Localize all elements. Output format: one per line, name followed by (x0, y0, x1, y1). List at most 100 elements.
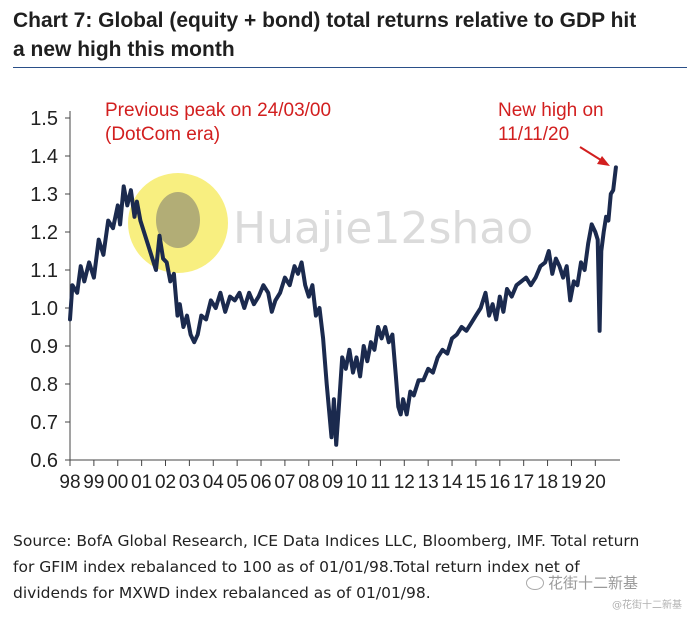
data-point (327, 409, 331, 413)
data-point (593, 230, 597, 234)
data-point (354, 355, 359, 359)
series-group (68, 165, 618, 447)
x-tick-label: 18 (537, 472, 558, 493)
data-point (325, 382, 329, 386)
data-point (408, 390, 412, 394)
data-point (252, 302, 256, 306)
data-point (583, 268, 587, 272)
data-point (214, 306, 218, 310)
data-point (498, 295, 502, 299)
data-point (575, 283, 580, 287)
data-point (579, 260, 583, 264)
data-point (431, 371, 435, 375)
x-tick-label: 15 (465, 472, 486, 493)
data-point (278, 291, 282, 295)
data-point (372, 348, 376, 352)
y-tick-label: 1.0 (30, 298, 58, 320)
data-point (524, 276, 528, 280)
data-point (426, 367, 430, 371)
data-point (505, 287, 509, 291)
data-point (510, 295, 514, 299)
data-point (288, 283, 292, 287)
annotation-arrow-head (597, 156, 610, 166)
x-tick-label: 12 (394, 472, 415, 493)
x-tick-label: 16 (489, 472, 510, 493)
data-point (337, 409, 341, 413)
wechat-icon (526, 576, 544, 590)
data-point (602, 230, 606, 234)
annotation-new-high-line-1: New high on (498, 100, 604, 121)
data-point (417, 378, 421, 382)
data-point (483, 291, 488, 295)
data-point (204, 317, 208, 321)
data-point (376, 325, 380, 329)
y-tick-label: 1.5 (30, 108, 58, 130)
data-point (87, 260, 91, 264)
data-point (599, 249, 603, 253)
data-point (296, 272, 300, 276)
data-point (172, 272, 176, 276)
data-point (340, 355, 344, 359)
data-point (455, 333, 459, 337)
y-axis-ticks: 1.5 1.4 1.3 1.2 1.1 1.0 0.9 0.8 0.7 0.6 (30, 108, 70, 472)
data-point (464, 329, 468, 333)
data-point (421, 378, 425, 382)
data-point (387, 340, 391, 344)
data-point (165, 260, 169, 264)
data-point (199, 314, 203, 318)
data-point (247, 291, 251, 295)
data-point (150, 257, 154, 261)
data-point (97, 238, 101, 242)
data-point (550, 272, 554, 276)
data-point (122, 184, 126, 188)
x-tick-label: 03 (179, 472, 200, 493)
x-tick-label: 05 (227, 472, 248, 493)
data-point (445, 352, 449, 356)
data-point (519, 279, 523, 283)
data-point (92, 276, 96, 280)
data-point (116, 203, 120, 207)
x-tick-label: 13 (418, 472, 439, 493)
data-point (196, 333, 200, 337)
data-point (266, 291, 270, 295)
data-point (138, 219, 142, 223)
data-point (538, 264, 543, 268)
annotation-previous-peak-line-1: Previous peak on 24/03/00 (105, 100, 331, 121)
data-point (175, 314, 180, 318)
data-point (494, 317, 498, 321)
y-tick-label: 0.6 (30, 450, 58, 472)
data-point (68, 317, 72, 321)
y-tick-label: 1.2 (30, 222, 58, 244)
x-tick-label: 19 (561, 472, 582, 493)
watermark-cn: 花街十二新基 (548, 574, 639, 592)
annotation-previous-peak-line-2: (DotCom era) (105, 124, 220, 145)
data-point (474, 314, 478, 318)
x-tick-label: 07 (274, 472, 295, 493)
data-point (401, 397, 405, 401)
x-tick-label: 11 (371, 472, 391, 493)
data-point (218, 291, 222, 295)
y-tick-label: 1.1 (30, 260, 58, 282)
data-point (460, 325, 464, 329)
x-tick-label: 01 (131, 472, 152, 493)
x-tick-label: 04 (203, 472, 225, 493)
data-point (596, 238, 600, 242)
source-line-3: dividends for MXWD index rebalanced as o… (13, 584, 431, 602)
data-point (75, 291, 79, 295)
data-point (347, 348, 351, 352)
data-point (487, 314, 491, 318)
data-point (606, 219, 611, 223)
data-point (344, 367, 348, 371)
x-tick-label: 08 (298, 472, 319, 493)
data-point (242, 306, 246, 310)
line-chart: Huajie12shao 1.5 1.4 1.3 1.2 1.1 1.0 0.9 0.8 0.7… (30, 100, 620, 493)
data-point (101, 253, 105, 257)
data-point (178, 302, 182, 306)
y-tick-label: 0.8 (30, 374, 58, 396)
data-point (70, 283, 74, 287)
title-divider (13, 67, 687, 68)
data-point (185, 314, 189, 318)
data-point (334, 443, 338, 447)
data-point (292, 264, 297, 268)
axes (69, 111, 620, 461)
